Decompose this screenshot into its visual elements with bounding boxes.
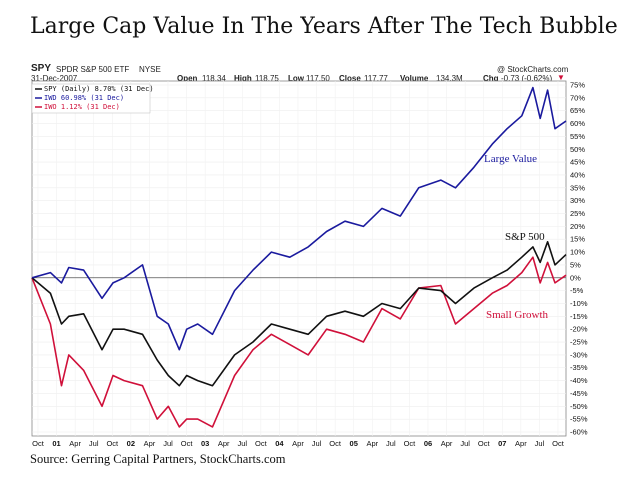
volume-label: Volume [400,74,429,83]
y-tick-label: 5% [570,260,581,269]
x-tick-label: 03 [201,439,209,448]
symbol-name: SPDR S&P 500 ETF [56,65,130,74]
y-tick-label: 40% [570,170,585,179]
x-tick-label: Apr [218,439,230,448]
y-tick-label: -40% [570,376,588,385]
y-tick-label: 45% [570,158,585,167]
watermark: @ StockCharts.com [497,65,569,74]
open-value: 118.34 [202,74,226,83]
legend: SPY (Daily) 8.70% (31 Dec) IWD 60.98% (3… [31,83,154,114]
y-tick-label: -35% [570,363,588,372]
legend-box [31,83,151,114]
x-tick-label: Jul [312,439,322,448]
chg-value: -0.73 (-0.62%) [501,74,553,83]
x-tick-label: Oct [32,439,45,448]
y-tick-label: 30% [570,196,585,205]
y-tick-label: -10% [570,299,588,308]
x-tick-label: Oct [329,439,342,448]
annotation-large-value: Large Value [484,153,537,165]
legend-iwo: IWO 1.12% (31 Dec) [44,103,120,111]
symbol: SPY [31,63,52,74]
y-tick-label: 70% [570,93,585,102]
x-tick-label: 05 [350,439,358,448]
y-tick-label: 35% [570,183,585,192]
y-tick-label: 55% [570,132,585,141]
x-tick-label: Oct [255,439,268,448]
x-tick-label: Jul [535,439,545,448]
x-tick-label: Oct [106,439,119,448]
high-value: 118.75 [255,74,279,83]
x-tick-label: 07 [498,439,506,448]
y-tick-label: 25% [570,209,585,218]
x-tick-label: Jul [237,439,247,448]
annotation-sp500: S&P 500 [505,231,545,243]
y-tick-label: -30% [570,350,588,359]
x-tick-label: Oct [552,439,565,448]
low-value: 117.50 [306,74,330,83]
x-tick-label: Apr [144,439,156,448]
x-tick-label: 06 [424,439,432,448]
volume-value: 134.3M [436,74,463,83]
x-tick-label: Apr [441,439,453,448]
y-tick-label: -15% [570,312,588,321]
x-tick-label: Jul [163,439,173,448]
low-label: Low [288,74,304,83]
chg-label: Chg [483,74,499,83]
y-tick-label: 60% [570,119,585,128]
x-tick-label: Jul [460,439,470,448]
open-label: Open [177,74,198,83]
y-tick-label: -25% [570,338,588,347]
series-layer [31,86,567,428]
x-tick-label: 04 [275,439,284,448]
series-line-iwd [31,86,567,351]
exchange: NYSE [139,65,161,74]
y-tick-label: -55% [570,415,588,424]
y-tick-label: -20% [570,325,588,334]
legend-spy: SPY (Daily) 8.70% (31 Dec) [44,85,154,93]
x-tick-label: Oct [478,439,491,448]
y-axis: 75% 70% 65% 60% 55% 50% 45% 40% 35% 30% 25% 20% 15% 1… [570,81,588,437]
source-note: Source: Gerring Capital Partners, StockC… [30,452,286,466]
high-label: High [234,74,252,83]
y-tick-label: 20% [570,222,585,231]
chart-title: Large Cap Value In The Years After The T… [30,14,618,39]
y-tick-label: -5% [570,286,584,295]
close-value: 117.77 [364,74,388,83]
y-tick-label: 15% [570,235,585,244]
series-line-spy [31,241,567,387]
y-tick-label: 50% [570,145,585,154]
down-arrow-icon: ▼ [557,73,565,82]
y-tick-label: 10% [570,248,585,257]
y-tick-label: 0% [570,273,581,282]
series-line-iwo [31,256,567,428]
y-tick-label: -60% [570,428,588,437]
x-tick-label: Apr [366,439,378,448]
x-tick-label: Oct [404,439,417,448]
y-tick-label: 65% [570,106,585,115]
x-tick-label: Oct [181,439,194,448]
plot-frame [31,80,567,437]
x-tick-label: Jul [386,439,396,448]
quote-date: 31-Dec-2007 [31,74,78,83]
x-axis: Oct 01 Apr Jul Oct 02 Apr Jul Oct 03 Apr Jul Oct 04 Ap… [32,439,565,448]
y-tick-label: -45% [570,389,588,398]
legend-iwd: IWD 60.98% (31 Dec) [44,94,124,102]
x-tick-label: 02 [127,439,135,448]
x-tick-label: Apr [69,439,81,448]
x-tick-label: 01 [52,439,60,448]
y-tick-label: 75% [570,81,585,90]
annotation-small-growth: Small Growth [486,309,549,321]
y-tick-label: -50% [570,402,588,411]
x-tick-label: Apr [515,439,527,448]
close-label: Close [339,74,361,83]
x-tick-label: Apr [292,439,304,448]
x-tick-label: Jul [89,439,99,448]
